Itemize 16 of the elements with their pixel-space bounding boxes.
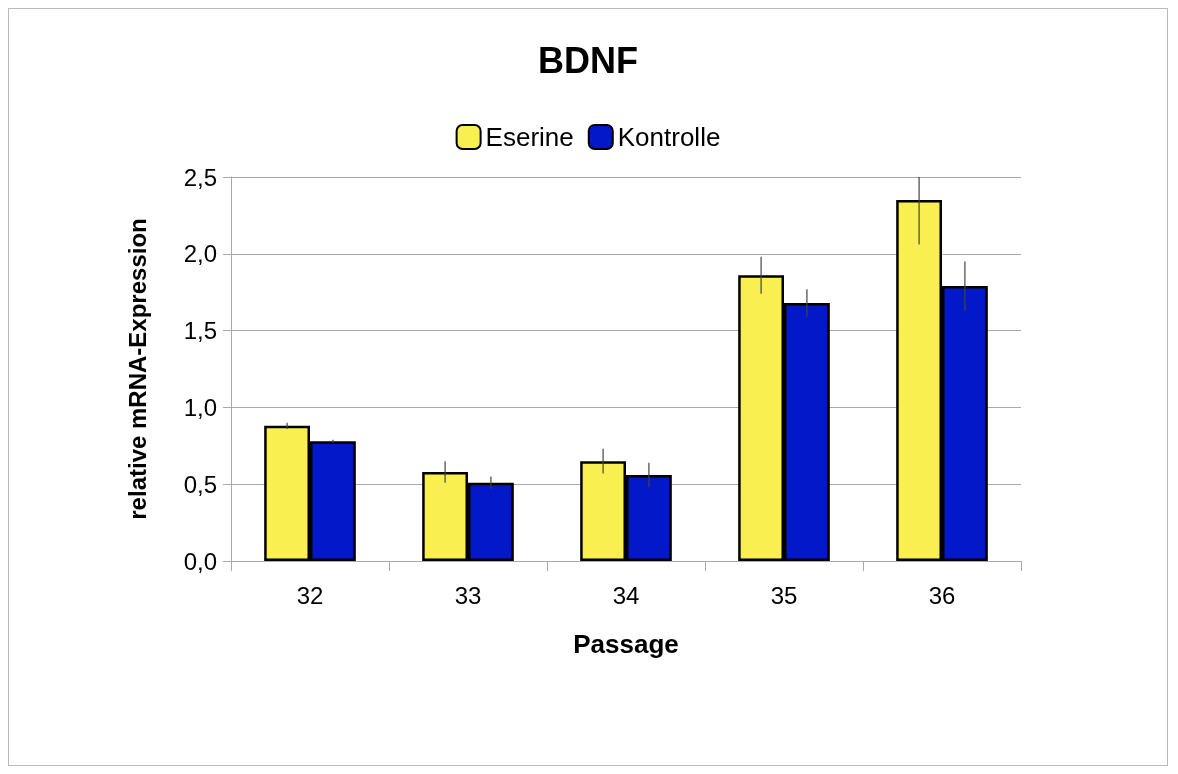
x-axis-title: Passage [573, 629, 679, 659]
x-tick-label: 32 [296, 581, 324, 609]
y-tick-label: 2,5 [183, 163, 217, 191]
y-tick-label: 1,5 [183, 317, 217, 345]
legend-label: Kontrolle [617, 122, 721, 152]
x-tick-label: 34 [612, 581, 640, 609]
x-tick-label: 33 [454, 581, 482, 609]
y-tick-label: 0,0 [183, 547, 217, 575]
y-tick-label: 2,0 [183, 240, 217, 268]
y-axis-title: relative mRNA-Expression [123, 218, 151, 520]
y-tick-label: 1,0 [183, 393, 217, 421]
legend-label: Eserine [485, 122, 574, 152]
x-tick-label: 36 [928, 581, 956, 609]
chart-title: BDNF [538, 39, 638, 81]
x-tick-label: 35 [770, 581, 798, 609]
y-tick-label: 0,5 [183, 470, 217, 498]
